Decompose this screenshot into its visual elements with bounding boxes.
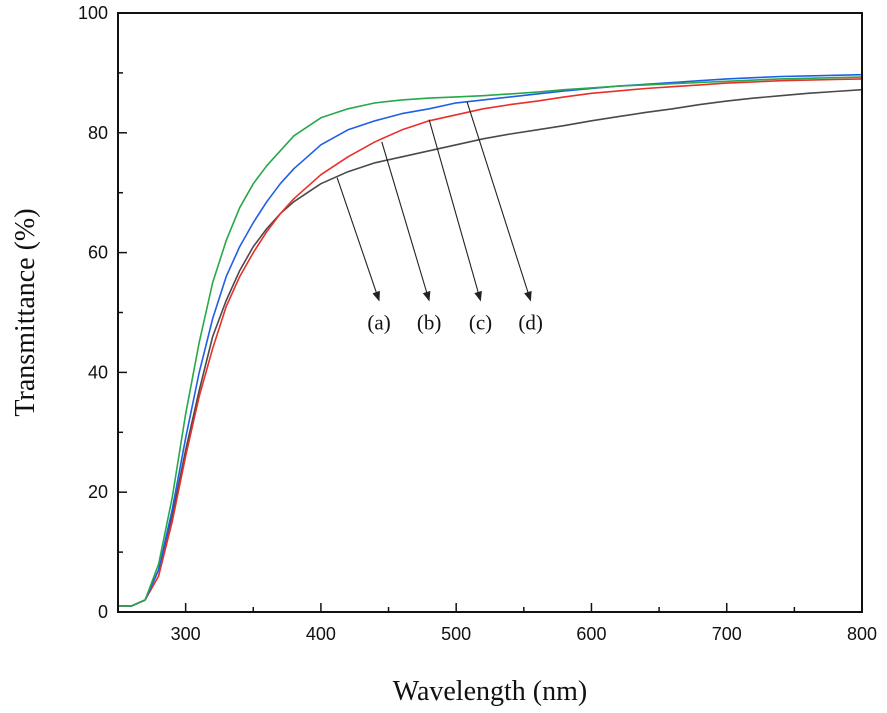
x-tick-label: 500 [441, 624, 471, 644]
annotation-arrow-d [466, 101, 532, 302]
x-tick-label: 600 [576, 624, 606, 644]
y-tick-label: 20 [88, 482, 108, 502]
y-axis-ticks: 0 20 40 60 80 100 [78, 3, 127, 622]
series-line-c [118, 73, 863, 607]
y-tick-label: 60 [88, 243, 108, 263]
annotation-arrow-a [336, 177, 380, 302]
annotation-label-a: (a) [367, 311, 390, 335]
y-axis-title: Transmittance (%) [10, 208, 41, 416]
y-tick-label: 100 [78, 3, 108, 23]
annotation-label-d: (d) [518, 311, 543, 335]
x-axis-title: Wavelength (nm) [393, 676, 587, 707]
x-tick-label: 300 [171, 624, 201, 644]
annotation-arrow-b [381, 141, 431, 302]
y-tick-label: 80 [88, 123, 108, 143]
y-tick-label: 40 [88, 362, 108, 382]
x-tick-label: 400 [306, 624, 336, 644]
x-tick-label: 700 [712, 624, 742, 644]
annotation-label-c: (c) [469, 311, 492, 335]
series-line-a [118, 88, 863, 607]
series-layer [118, 73, 863, 607]
annotation-arrow-c [428, 119, 482, 302]
y-tick-label: 0 [98, 602, 108, 622]
annotation-layer: (a) (b) (c) (d) [336, 101, 543, 335]
x-tick-label: 800 [847, 624, 877, 644]
x-axis-ticks: 300 400 500 600 700 800 [117, 603, 877, 644]
series-line-d [118, 76, 863, 607]
series-line-b [118, 78, 863, 607]
annotation-label-b: (b) [417, 311, 442, 335]
